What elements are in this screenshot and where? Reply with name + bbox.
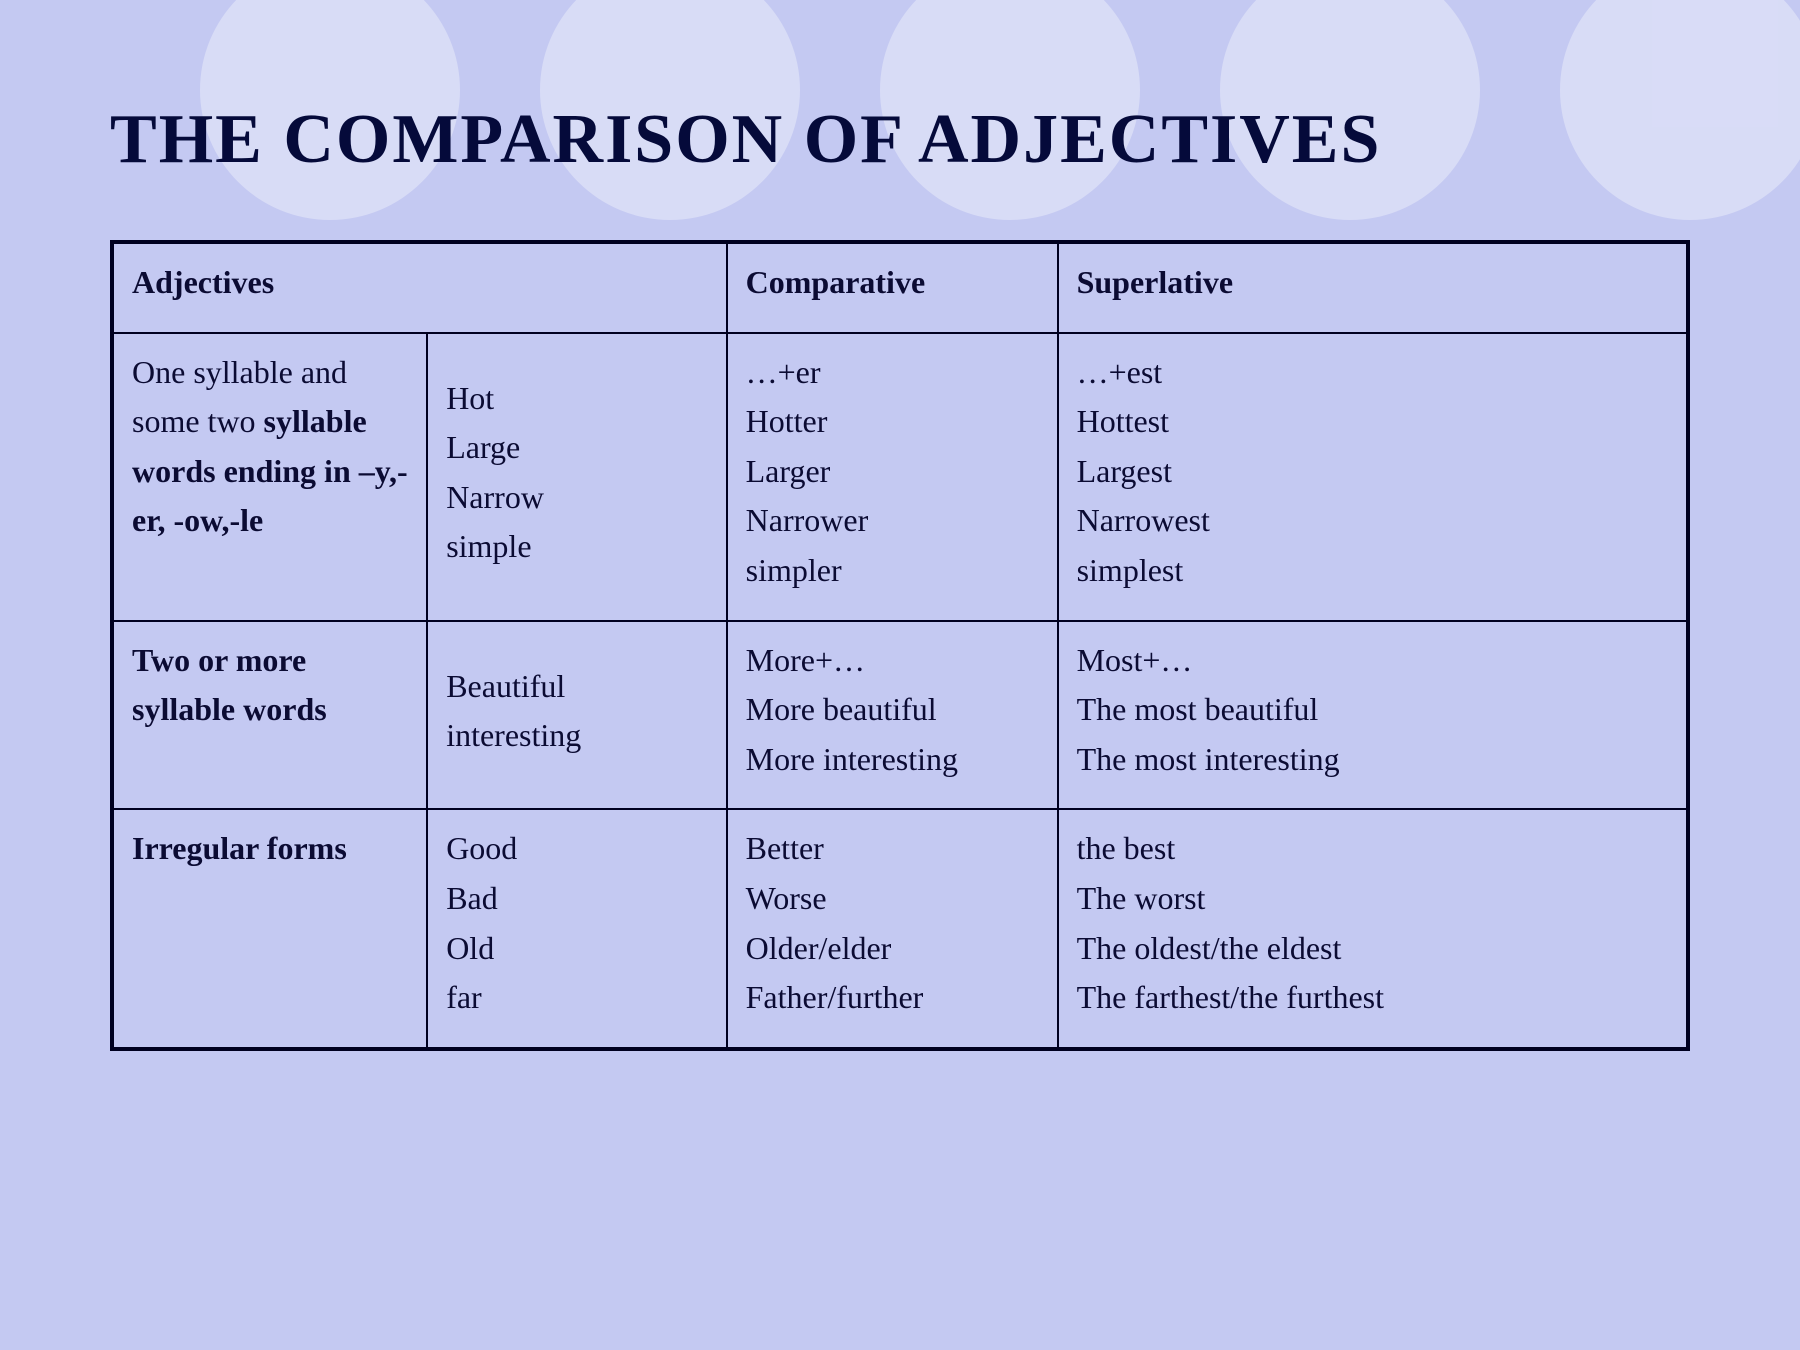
cell-line: the best <box>1077 824 1668 874</box>
examples-list: HotLargeNarrowsimple <box>446 374 707 572</box>
table-header-row: Adjectives Comparative Superlative <box>112 242 1688 333</box>
cell-line: far <box>446 973 707 1023</box>
row-examples: Beautifulinteresting <box>427 621 726 810</box>
cell-line: Most+… <box>1077 636 1668 686</box>
cell-line: Narrowest <box>1077 496 1668 546</box>
cell-line: Father/further <box>746 973 1039 1023</box>
cell-line: Hot <box>446 374 707 424</box>
cell-line: Largest <box>1077 447 1668 497</box>
row-superlative: the bestThe worstThe oldest/the eldestTh… <box>1058 809 1688 1048</box>
cell-line: More interesting <box>746 735 1039 785</box>
cell-line: …+est <box>1077 348 1668 398</box>
cell-line: The oldest/the eldest <box>1077 924 1668 974</box>
cell-line: Narrow <box>446 473 707 523</box>
row-comparative: BetterWorseOlder/elderFather/further <box>727 809 1058 1048</box>
cell-line: The worst <box>1077 874 1668 924</box>
table-row: One syllable and some two syllable words… <box>112 333 1688 621</box>
cell-line: More beautiful <box>746 685 1039 735</box>
row-description: Irregular forms <box>112 809 427 1048</box>
row-desc-bold: Irregular forms <box>132 830 347 866</box>
row-comparative: More+…More beautifulMore interesting <box>727 621 1058 810</box>
row-desc-bold: Two or more syllable words <box>132 642 327 728</box>
row-superlative: …+estHottestLargestNarrowestsimplest <box>1058 333 1688 621</box>
row-examples: GoodBadOldfar <box>427 809 726 1048</box>
row-superlative: Most+…The most beautifulThe most interes… <box>1058 621 1688 810</box>
cell-line: simpler <box>746 546 1039 596</box>
cell-line: simplest <box>1077 546 1668 596</box>
slide: THE COMPARISON OF ADJECTIVES Adjectives … <box>0 0 1800 1350</box>
header-adjectives: Adjectives <box>112 242 727 333</box>
adjectives-table: Adjectives Comparative Superlative One s… <box>110 240 1690 1051</box>
cell-line: Older/elder <box>746 924 1039 974</box>
cell-line: interesting <box>446 711 707 761</box>
cell-line: Bad <box>446 874 707 924</box>
cell-line: Hottest <box>1077 397 1668 447</box>
cell-line: …+er <box>746 348 1039 398</box>
page-title: THE COMPARISON OF ADJECTIVES <box>110 100 1690 180</box>
cell-line: The most interesting <box>1077 735 1668 785</box>
examples-list: Beautifulinteresting <box>446 662 707 761</box>
cell-line: The farthest/the furthest <box>1077 973 1668 1023</box>
row-examples: HotLargeNarrowsimple <box>427 333 726 621</box>
superlative-list: the bestThe worstThe oldest/the eldestTh… <box>1077 824 1668 1022</box>
table-row: Two or more syllable words Beautifulinte… <box>112 621 1688 810</box>
superlative-list: Most+…The most beautifulThe most interes… <box>1077 636 1668 785</box>
row-description: Two or more syllable words <box>112 621 427 810</box>
cell-line: The most beautiful <box>1077 685 1668 735</box>
header-superlative: Superlative <box>1058 242 1688 333</box>
cell-line: Larger <box>746 447 1039 497</box>
superlative-list: …+estHottestLargestNarrowestsimplest <box>1077 348 1668 596</box>
cell-line: Large <box>446 423 707 473</box>
cell-line: Better <box>746 824 1039 874</box>
header-comparative: Comparative <box>727 242 1058 333</box>
cell-line: Worse <box>746 874 1039 924</box>
row-description: One syllable and some two syllable words… <box>112 333 427 621</box>
cell-line: simple <box>446 522 707 572</box>
examples-list: GoodBadOldfar <box>446 824 707 1022</box>
cell-line: Beautiful <box>446 662 707 712</box>
cell-line: Narrower <box>746 496 1039 546</box>
cell-line: Good <box>446 824 707 874</box>
comparative-list: BetterWorseOlder/elderFather/further <box>746 824 1039 1022</box>
cell-line: Old <box>446 924 707 974</box>
row-comparative: …+erHotterLargerNarrowersimpler <box>727 333 1058 621</box>
comparative-list: More+…More beautifulMore interesting <box>746 636 1039 785</box>
table-row: Irregular forms GoodBadOldfar BetterWors… <box>112 809 1688 1048</box>
cell-line: Hotter <box>746 397 1039 447</box>
cell-line: More+… <box>746 636 1039 686</box>
comparative-list: …+erHotterLargerNarrowersimpler <box>746 348 1039 596</box>
